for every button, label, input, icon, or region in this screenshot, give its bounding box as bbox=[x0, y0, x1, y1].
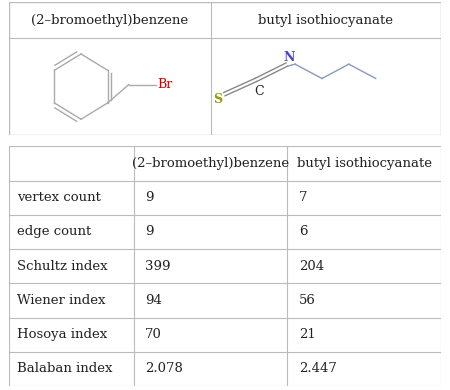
Text: Br: Br bbox=[158, 78, 173, 91]
Text: 2.078: 2.078 bbox=[145, 362, 183, 376]
Text: 56: 56 bbox=[299, 294, 316, 307]
Text: vertex count: vertex count bbox=[17, 191, 100, 204]
Text: 204: 204 bbox=[299, 260, 324, 273]
Text: 6: 6 bbox=[299, 225, 307, 238]
Text: edge count: edge count bbox=[17, 225, 91, 238]
Text: Schultz index: Schultz index bbox=[17, 260, 107, 273]
Text: 9: 9 bbox=[145, 225, 154, 238]
Text: Wiener index: Wiener index bbox=[17, 294, 105, 307]
Text: 9: 9 bbox=[145, 191, 154, 204]
Text: Balaban index: Balaban index bbox=[17, 362, 112, 376]
Text: 21: 21 bbox=[299, 328, 315, 341]
Text: (2–bromoethyl)benzene: (2–bromoethyl)benzene bbox=[31, 14, 189, 27]
Text: 2.447: 2.447 bbox=[299, 362, 337, 376]
Text: butyl isothiocyanate: butyl isothiocyanate bbox=[297, 157, 432, 170]
Text: N: N bbox=[284, 51, 295, 64]
Text: S: S bbox=[213, 93, 222, 106]
Text: (2–bromoethyl)benzene: (2–bromoethyl)benzene bbox=[132, 157, 289, 170]
Text: 70: 70 bbox=[145, 328, 162, 341]
Text: 94: 94 bbox=[145, 294, 162, 307]
Text: Hosoya index: Hosoya index bbox=[17, 328, 107, 341]
Text: butyl isothiocyanate: butyl isothiocyanate bbox=[258, 14, 393, 27]
Text: 399: 399 bbox=[145, 260, 171, 273]
Text: 7: 7 bbox=[299, 191, 307, 204]
Text: C: C bbox=[254, 85, 263, 98]
